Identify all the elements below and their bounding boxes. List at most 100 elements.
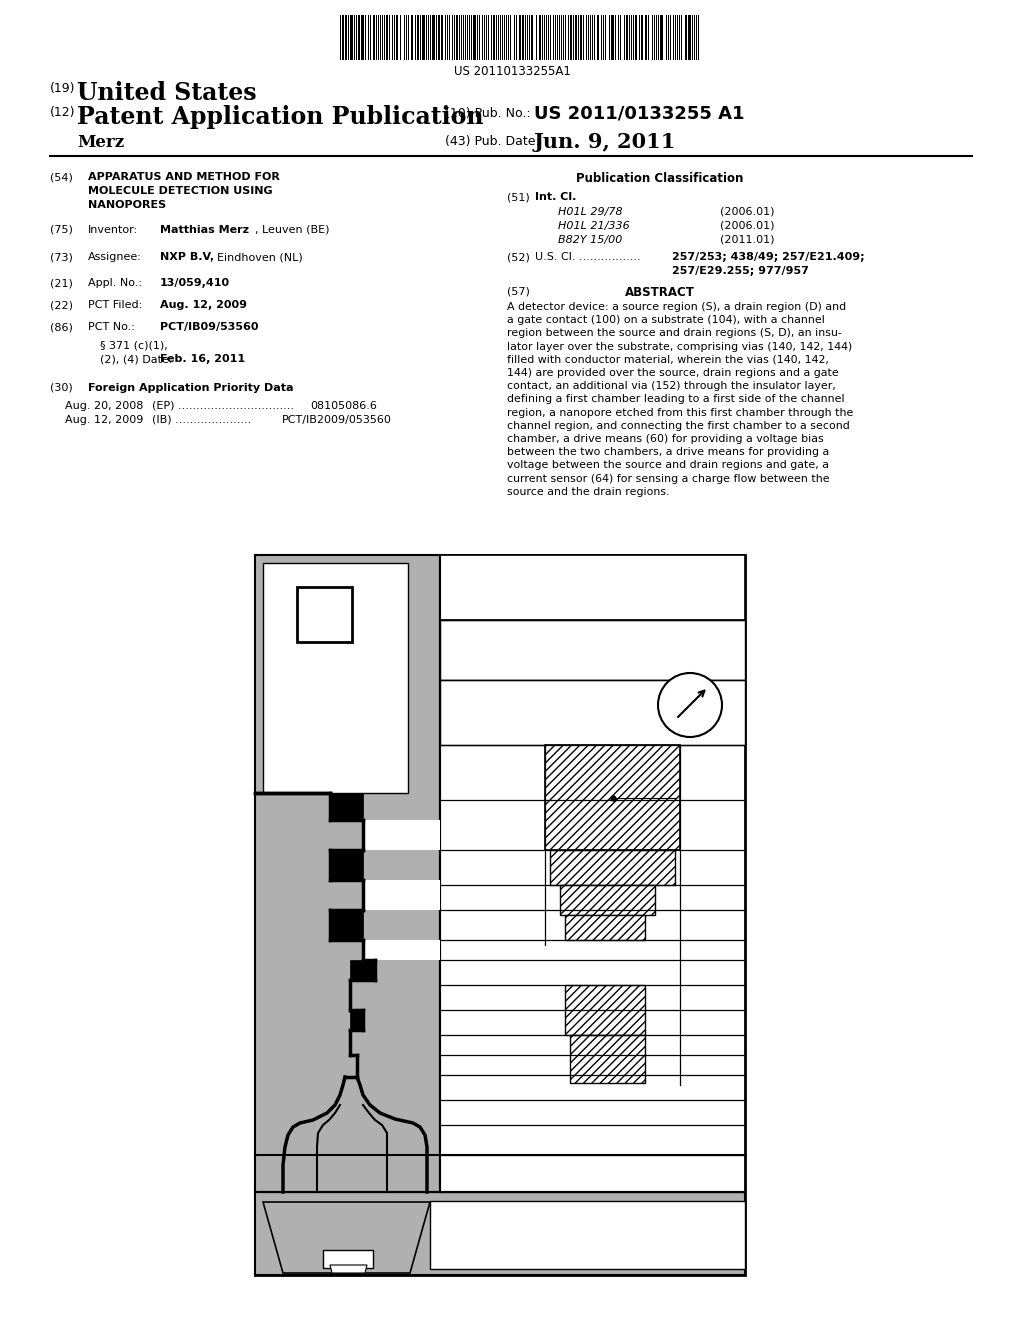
Text: Patent Application Publication: Patent Application Publication bbox=[77, 106, 483, 129]
Text: Feb. 16, 2011: Feb. 16, 2011 bbox=[160, 354, 245, 364]
Text: (2), (4) Date:: (2), (4) Date: bbox=[100, 354, 172, 364]
Text: US 2011/0133255 A1: US 2011/0133255 A1 bbox=[534, 106, 744, 123]
Text: (2006.01): (2006.01) bbox=[720, 207, 774, 216]
Text: NXP B.V.: NXP B.V. bbox=[160, 252, 214, 261]
Text: H01L 29/78: H01L 29/78 bbox=[558, 207, 623, 216]
Text: channel region, and connecting the first chamber to a second: channel region, and connecting the first… bbox=[507, 421, 850, 430]
Bar bbox=[531, 15, 534, 59]
Text: (10) Pub. No.:: (10) Pub. No.: bbox=[445, 107, 530, 120]
Bar bbox=[373, 15, 375, 59]
Text: Int. Cl.: Int. Cl. bbox=[535, 191, 577, 202]
Text: (2006.01): (2006.01) bbox=[720, 220, 774, 231]
Text: voltage between the source and drain regions and gate, a: voltage between the source and drain reg… bbox=[507, 461, 829, 470]
Bar bbox=[440, 620, 745, 680]
Bar bbox=[645, 15, 647, 59]
Bar bbox=[438, 15, 440, 59]
Text: ABSTRACT: ABSTRACT bbox=[625, 286, 695, 300]
Bar bbox=[641, 15, 643, 59]
Text: (12): (12) bbox=[50, 106, 76, 119]
Polygon shape bbox=[330, 1265, 367, 1272]
Bar bbox=[539, 15, 541, 59]
Bar bbox=[522, 15, 524, 59]
Bar bbox=[396, 15, 398, 59]
Text: lator layer over the substrate, comprising vias (140, 142, 144): lator layer over the substrate, comprisi… bbox=[507, 342, 852, 351]
Bar bbox=[440, 554, 745, 620]
Bar bbox=[550, 850, 675, 884]
Text: chamber, a drive means (60) for providing a voltage bias: chamber, a drive means (60) for providin… bbox=[507, 434, 823, 444]
Bar bbox=[432, 15, 435, 59]
Bar bbox=[565, 915, 645, 940]
Text: Matthias Merz: Matthias Merz bbox=[160, 224, 249, 235]
Text: (EP) ................................: (EP) ................................ bbox=[152, 401, 294, 411]
Text: (2011.01): (2011.01) bbox=[720, 235, 774, 246]
Text: (54): (54) bbox=[50, 172, 73, 182]
Text: (86): (86) bbox=[50, 322, 73, 333]
Text: Assignee:: Assignee: bbox=[88, 252, 142, 261]
Bar bbox=[263, 564, 408, 793]
Circle shape bbox=[658, 673, 722, 737]
Bar bbox=[255, 554, 440, 1192]
Text: PCT/IB09/53560: PCT/IB09/53560 bbox=[160, 322, 258, 333]
Text: source and the drain regions.: source and the drain regions. bbox=[507, 487, 670, 496]
Text: Foreign Application Priority Data: Foreign Application Priority Data bbox=[88, 383, 294, 393]
Text: (IB) .....................: (IB) ..................... bbox=[152, 414, 251, 425]
Text: , Leuven (BE): , Leuven (BE) bbox=[255, 224, 330, 235]
Polygon shape bbox=[263, 1203, 430, 1272]
Text: Aug. 20, 2008: Aug. 20, 2008 bbox=[65, 401, 143, 411]
Text: MOLECULE DETECTION USING: MOLECULE DETECTION USING bbox=[88, 186, 272, 195]
Text: 08105086.6: 08105086.6 bbox=[310, 401, 377, 411]
Text: Inventor:: Inventor: bbox=[88, 224, 138, 235]
Bar bbox=[358, 15, 360, 59]
Bar bbox=[626, 15, 628, 59]
Text: contact, an additional via (152) through the insulator layer,: contact, an additional via (152) through… bbox=[507, 381, 836, 391]
Text: region between the source and drain regions (S, D), an insu-: region between the source and drain regi… bbox=[507, 329, 842, 338]
Bar bbox=[345, 15, 347, 59]
Text: B82Y 15/00: B82Y 15/00 bbox=[558, 235, 623, 246]
Bar bbox=[430, 1201, 745, 1269]
Bar bbox=[386, 15, 388, 59]
Text: Appl. No.:: Appl. No.: bbox=[88, 279, 142, 288]
Text: NANOPORES: NANOPORES bbox=[88, 201, 166, 210]
Text: a gate contact (100) on a substrate (104), with a channel: a gate contact (100) on a substrate (104… bbox=[507, 315, 825, 325]
Text: defining a first chamber leading to a first side of the channel: defining a first chamber leading to a fi… bbox=[507, 395, 845, 404]
Bar bbox=[342, 15, 344, 59]
Bar bbox=[255, 554, 745, 1275]
Text: A detector device: a source region (S), a drain region (D) and: A detector device: a source region (S), … bbox=[507, 302, 846, 312]
Bar bbox=[297, 587, 352, 642]
Polygon shape bbox=[362, 880, 440, 909]
Text: 144) are provided over the source, drain regions and a gate: 144) are provided over the source, drain… bbox=[507, 368, 839, 378]
Bar bbox=[411, 15, 413, 59]
Bar bbox=[417, 15, 419, 59]
Text: filled with conductor material, wherein the vias (140, 142,: filled with conductor material, wherein … bbox=[507, 355, 828, 364]
Text: , Eindhoven (NL): , Eindhoven (NL) bbox=[210, 252, 303, 261]
Bar bbox=[422, 15, 425, 59]
Bar bbox=[440, 680, 745, 744]
Text: Aug. 12, 2009: Aug. 12, 2009 bbox=[160, 300, 247, 310]
Text: H01L 21/336: H01L 21/336 bbox=[558, 220, 630, 231]
Bar bbox=[441, 15, 443, 59]
Text: § 371 (c)(1),: § 371 (c)(1), bbox=[100, 341, 168, 350]
Text: US 20110133255A1: US 20110133255A1 bbox=[454, 65, 570, 78]
Polygon shape bbox=[350, 960, 375, 979]
Text: (19): (19) bbox=[50, 82, 76, 95]
Text: Merz: Merz bbox=[77, 135, 124, 150]
Text: (21): (21) bbox=[50, 279, 73, 288]
Text: (43) Pub. Date:: (43) Pub. Date: bbox=[445, 135, 540, 148]
Bar bbox=[688, 15, 691, 59]
Text: Jun. 9, 2011: Jun. 9, 2011 bbox=[534, 132, 677, 152]
Text: 13/059,410: 13/059,410 bbox=[160, 279, 230, 288]
Polygon shape bbox=[350, 1010, 362, 1030]
Bar bbox=[580, 15, 582, 59]
Bar bbox=[473, 15, 476, 59]
Bar bbox=[519, 15, 521, 59]
Polygon shape bbox=[362, 820, 440, 850]
Bar bbox=[361, 15, 364, 59]
Bar bbox=[560, 884, 655, 915]
Text: (52): (52) bbox=[507, 252, 529, 261]
Polygon shape bbox=[330, 909, 362, 940]
Bar bbox=[611, 15, 614, 59]
Text: Publication Classification: Publication Classification bbox=[577, 172, 743, 185]
Polygon shape bbox=[330, 850, 362, 880]
Polygon shape bbox=[362, 940, 440, 960]
Bar bbox=[685, 15, 687, 59]
